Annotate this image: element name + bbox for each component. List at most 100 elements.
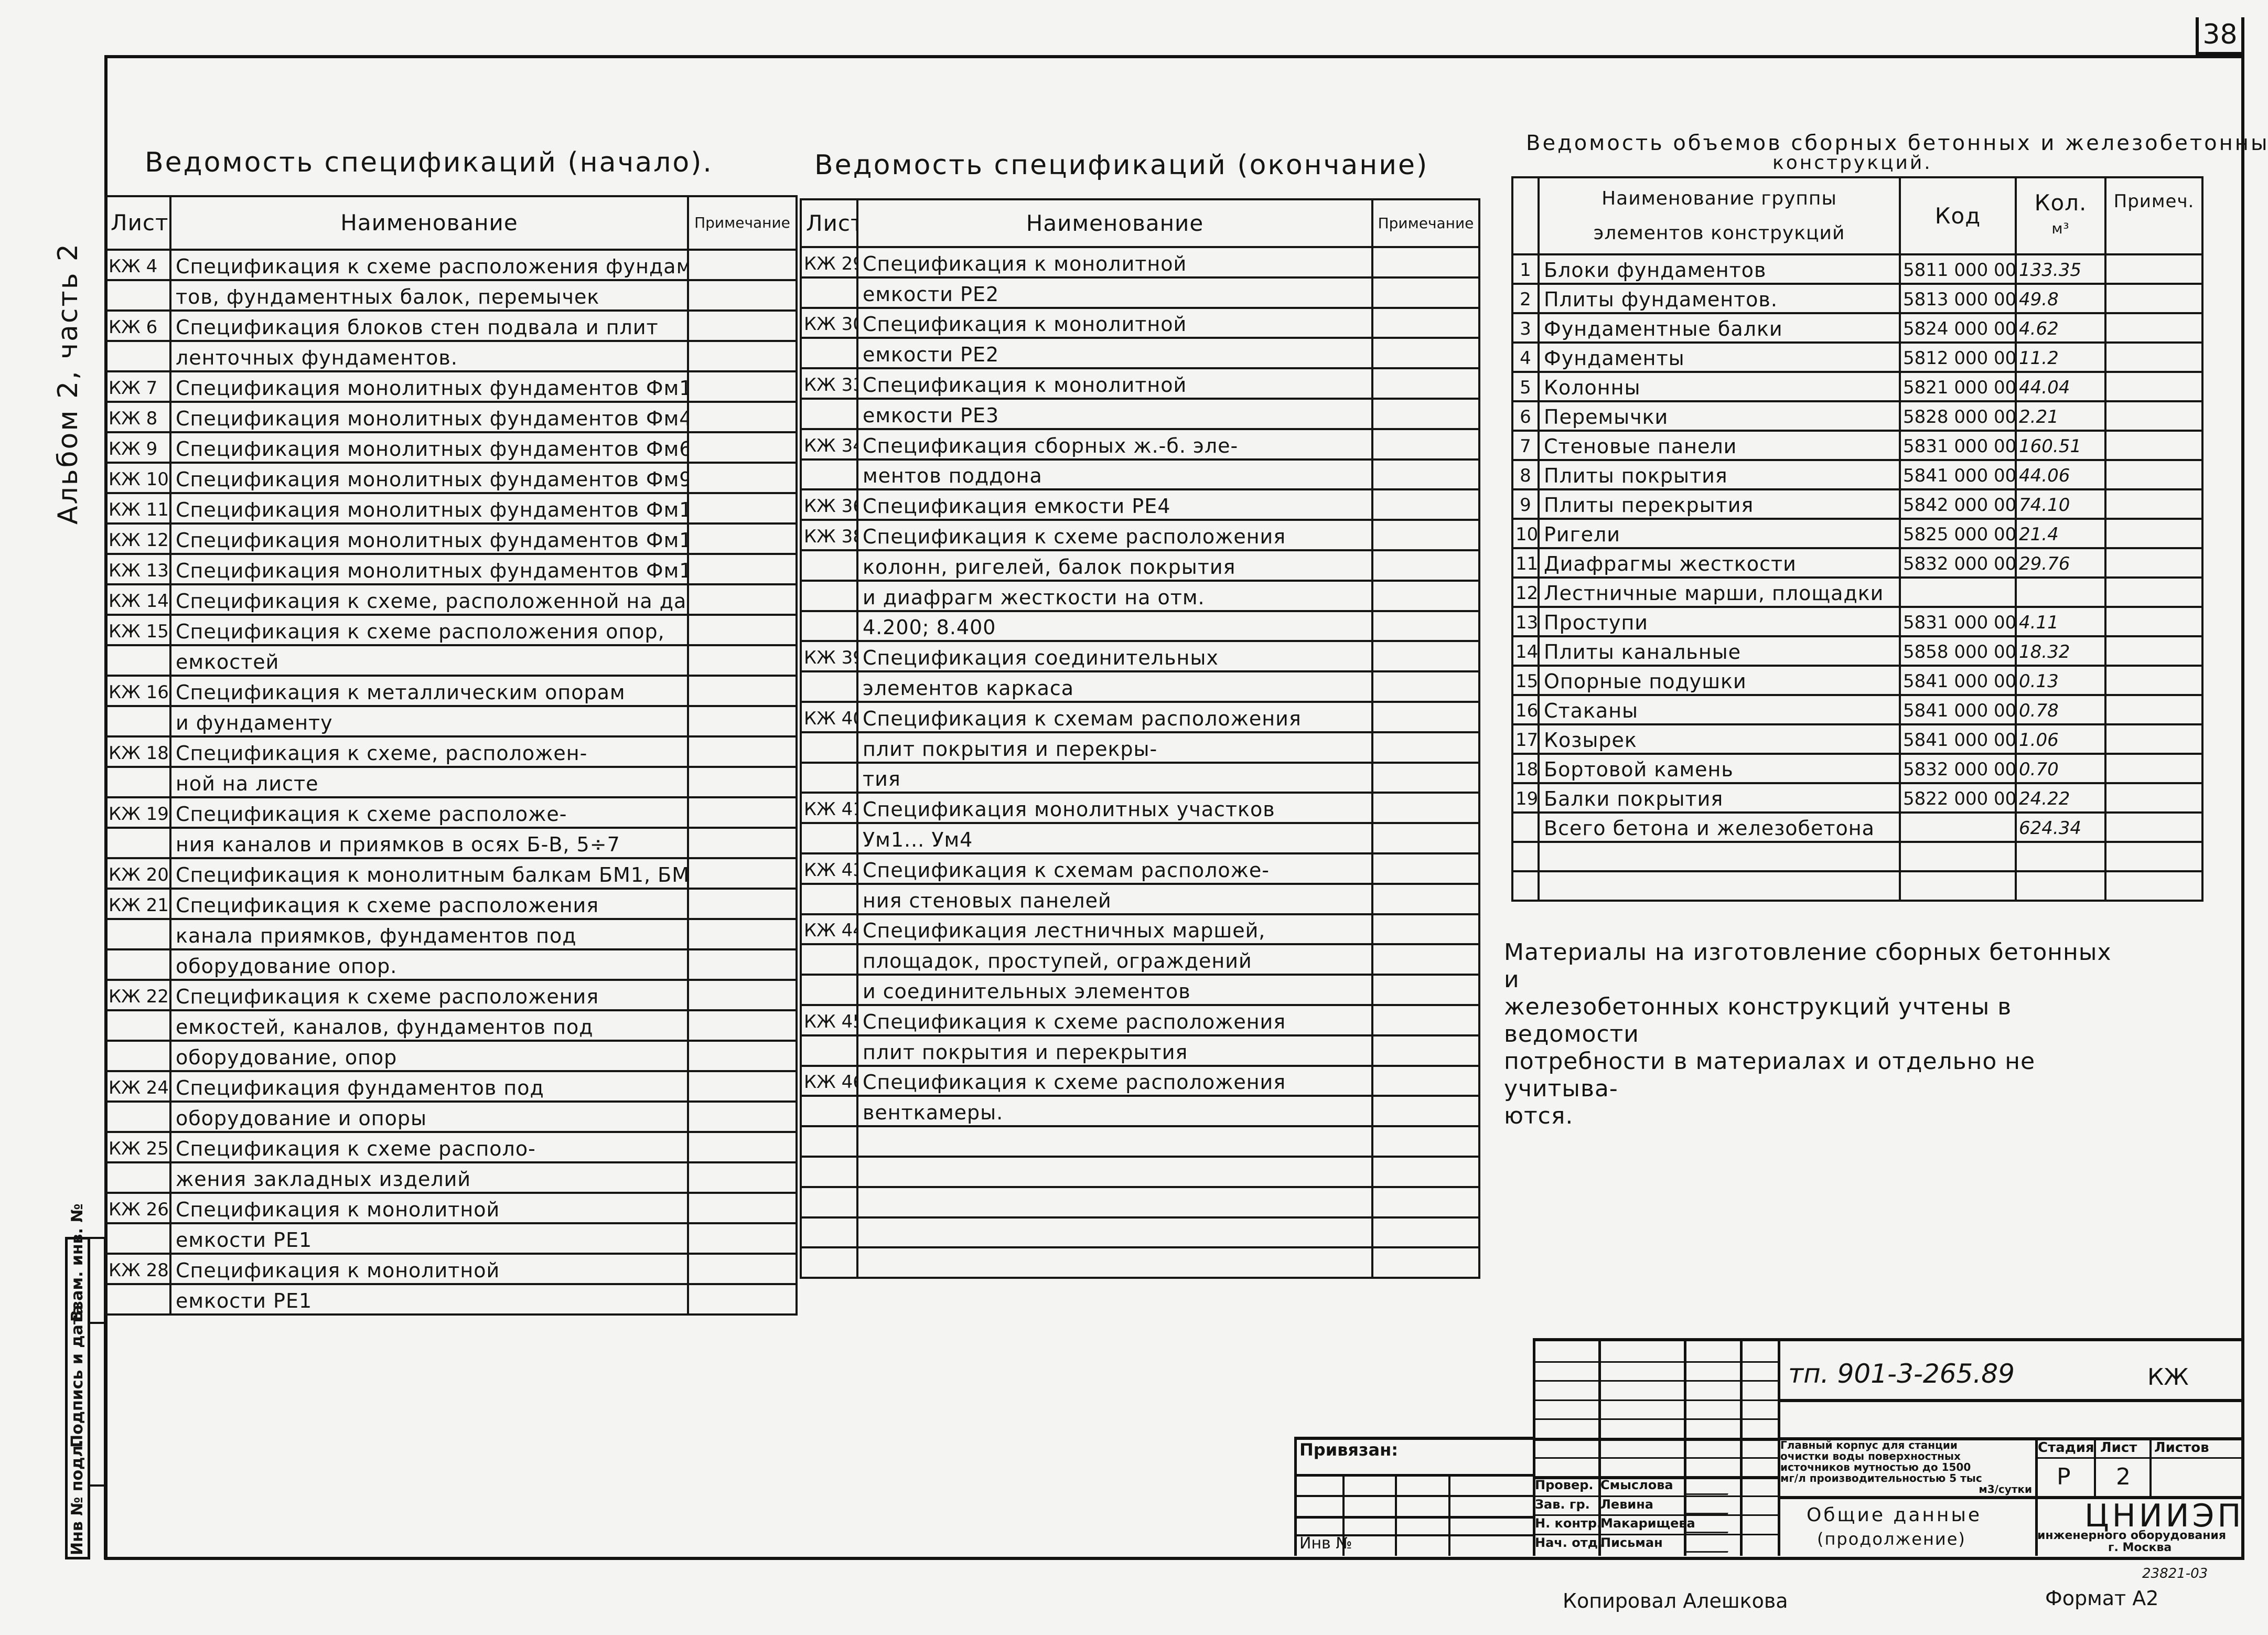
note-cell xyxy=(2104,283,2203,314)
signature-mark xyxy=(1685,1480,1734,1495)
name-cell: Спецификация сборных ж.-б. эле- xyxy=(856,428,1373,461)
sheet-cell xyxy=(800,611,858,643)
document-code: тп. 901-3-265.89 xyxy=(1788,1359,2015,1389)
name-cell: Спецификация к схеме расположения xyxy=(856,519,1373,551)
name-cell: Спецификация монолитных фундаментов Фм1.… xyxy=(169,370,689,403)
row-number xyxy=(1511,841,1540,872)
name-cell: Спецификация к схеме расположения xyxy=(856,1064,1373,1097)
sheet-cell: КЖ 13 xyxy=(104,553,171,585)
code: 5841 000 000 xyxy=(1899,723,2017,755)
table-row: 19 Балки покрытия 5822 000 000 24.22 xyxy=(1511,782,2203,814)
name-cell xyxy=(856,1125,1373,1158)
group-name: Ригели xyxy=(1538,518,1901,549)
sheet-cell: КЖ 40 xyxy=(800,700,858,733)
album-label: Альбом 2, часть 2 xyxy=(52,242,84,525)
note-cell xyxy=(1371,1125,1480,1158)
group-name xyxy=(1538,870,1901,902)
table-row: ленточных фундаментов. xyxy=(104,340,798,372)
quantity: 29.76 xyxy=(2015,547,2106,579)
table-row: КЖ 22 Спецификация к схеме расположения xyxy=(104,979,798,1011)
row-number: 6 xyxy=(1511,400,1540,432)
note-cell xyxy=(1371,792,1480,825)
table-row xyxy=(800,1216,1480,1249)
note-cell xyxy=(687,1009,798,1042)
note-cell xyxy=(1371,822,1480,854)
sheet-cell xyxy=(800,671,858,703)
table-row: 1 Блоки фундаментов 5811 000 000 133.35 xyxy=(1511,253,2203,285)
note-cell xyxy=(2104,547,2203,579)
quantity: 49.8 xyxy=(2015,283,2106,314)
name-cell: и диафрагм жесткости на отм. xyxy=(856,580,1373,612)
name-cell: Спецификация монолитных фундаментов Фм9.… xyxy=(169,462,689,494)
row-number: 14 xyxy=(1511,635,1540,667)
table-row: КЖ 44Спецификация лестничных маршей, xyxy=(800,913,1480,946)
row-number: 3 xyxy=(1511,312,1540,344)
note-cell xyxy=(2104,811,2203,843)
volumes-table: Наименование группы элементов конструкций… xyxy=(1511,176,2203,902)
row-number: 1 xyxy=(1511,253,1540,285)
quantity: 44.06 xyxy=(2015,459,2106,490)
table-row: КЖ 41Спецификация монолитных участков xyxy=(800,792,1480,825)
group-name: Диафрагмы жесткости xyxy=(1538,547,1901,579)
note-cell xyxy=(687,1253,798,1285)
name-cell: Спецификация лестничных маршей, xyxy=(856,913,1373,946)
table-row: КЖ 26 Спецификация к монолитной xyxy=(104,1192,798,1224)
code: 5841 000 000 xyxy=(1899,694,2017,725)
quantity: 4.62 xyxy=(2015,312,2106,344)
sheet-cell: КЖ 9 xyxy=(104,431,171,464)
code: 5813 000 000 xyxy=(1899,283,2017,314)
stamp-divider xyxy=(90,1322,106,1324)
name-cell: оборудование и опоры xyxy=(169,1101,689,1133)
sheet-cell: КЖ 14 xyxy=(104,583,171,616)
group-name: Колонны xyxy=(1538,371,1901,402)
sheet-cell: КЖ 4 xyxy=(104,249,171,281)
table-row: емкостей, каналов, фундаментов под xyxy=(104,1009,798,1042)
name-cell: емкости РЕ2 xyxy=(856,337,1373,370)
page-number: 38 xyxy=(2196,17,2244,55)
note-cell xyxy=(1371,1216,1480,1249)
table-row: КЖ 40Спецификация к схемам расположения xyxy=(800,700,1480,733)
name-cell: Спецификация к схемам расположе- xyxy=(856,852,1373,885)
name-cell: емкостей, каналов, фундаментов под xyxy=(169,1010,689,1042)
note-cell xyxy=(1371,610,1480,643)
table-row xyxy=(800,1125,1480,1158)
table-row: 4.200; 8.400 xyxy=(800,610,1480,643)
sheet-cell: КЖ 43 xyxy=(800,852,858,885)
role-label: Зав. гр. xyxy=(1535,1497,1590,1512)
row-number: 4 xyxy=(1511,341,1540,373)
code: 5811 000 000 xyxy=(1899,253,2017,285)
note-cell xyxy=(1371,670,1480,703)
inv-label: Инв № xyxy=(1299,1534,1352,1553)
table-row: тов, фундаментных балок, перемычек xyxy=(104,279,798,312)
table-row: ной на листе xyxy=(104,766,798,798)
note-cell xyxy=(2104,518,2203,549)
sheet-cell xyxy=(800,1216,858,1249)
name-cell: Спецификация монолитных фундаментов Фм11… xyxy=(169,492,689,525)
note-cell xyxy=(687,857,798,890)
sheet-cell xyxy=(800,338,858,370)
note-cell xyxy=(2104,312,2203,344)
note-cell xyxy=(1371,1155,1480,1188)
header-qty: Кол. м³ xyxy=(2015,176,2106,255)
sheet-cell: КЖ 12 xyxy=(104,522,171,555)
project-line: Главный корпус для станции xyxy=(1780,1439,1958,1451)
signer-name: Письман xyxy=(1600,1535,1663,1550)
sheet-cell xyxy=(800,580,858,612)
table-row: КЖ 7 Спецификация монолитных фундаментов … xyxy=(104,370,798,403)
table-row: 11 Диафрагмы жесткости 5832 000 000 29.76 xyxy=(1511,547,2203,579)
table-row: 4 Фундаменты 5812 000 000 11.2 xyxy=(1511,341,2203,373)
code: 5831 000 000 xyxy=(1899,606,2017,637)
note-cell xyxy=(2104,576,2203,608)
note-cell xyxy=(687,766,798,798)
sheet-cell xyxy=(104,280,171,312)
sheet-cell: КЖ 6 xyxy=(104,309,171,342)
sheet-cell: КЖ 44 xyxy=(800,913,858,946)
name-cell: оборудование, опор xyxy=(169,1040,689,1072)
quantity: 44.04 xyxy=(2015,371,2106,402)
quantity: 24.22 xyxy=(2015,782,2106,814)
name-cell: Спецификация к схеме расположе- xyxy=(169,796,689,829)
signature-mark xyxy=(1685,1518,1734,1534)
note-cell xyxy=(2104,782,2203,814)
table-row: КЖ 15 Спецификация к схеме расположения о… xyxy=(104,614,798,646)
table-row: 5 Колонны 5821 000 000 44.04 xyxy=(1511,371,2203,402)
